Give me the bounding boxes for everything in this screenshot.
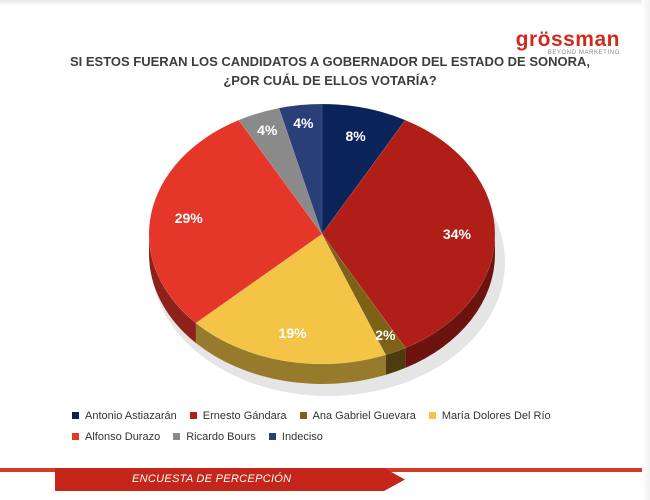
data-label-5: 4% — [257, 122, 278, 138]
legend-swatch — [72, 433, 79, 440]
pie-side-1 — [405, 234, 495, 368]
data-label-3: 19% — [279, 325, 308, 341]
legend-swatch — [189, 412, 197, 419]
pie-slice-0 — [321, 103, 406, 235]
pie-slice-2 — [321, 233, 406, 356]
data-label-1: 34% — [443, 226, 472, 242]
data-label-4: 29% — [175, 210, 204, 226]
pie-side-3 — [195, 322, 386, 385]
chart-title-line-1: SI ESTOS FUERAN LOS CANDIDATOS A GOBERNA… — [69, 54, 591, 69]
grossman-logo: grössman BEYOND MARKETING — [515, 28, 620, 57]
legend-item-4: Alfonso Durazo — [72, 431, 160, 443]
top-rule — [0, 0, 650, 6]
pie-side-2 — [385, 347, 406, 375]
chart-legend: Antonio Astiazarán Ernesto Gándara Ana Gab… — [72, 405, 632, 447]
legend-swatch — [299, 412, 307, 419]
data-label-2: 2% — [375, 327, 396, 343]
legend-label: Antonio Astiazarán — [85, 409, 177, 422]
legend-item-2: Ana Gabriel Guevara — [299, 409, 416, 422]
legend-item-3: María Dolores Del Río — [428, 409, 551, 422]
footer-banner: ENCUESTA DE PERCEPCIÓN — [55, 468, 405, 491]
legend-label: Ana Gabriel Guevara — [312, 409, 416, 422]
pie-slice-3 — [195, 233, 387, 365]
chart-title: SI ESTOS FUERAN LOS CANDIDATOS A GOBERNA… — [60, 52, 600, 90]
footer-label: ENCUESTA DE PERCEPCIÓN — [132, 473, 292, 485]
legend-label: Alfonso Durazo — [85, 430, 161, 443]
legend-row: Antonio Astiazarán Ernesto Gándara Ana Gab… — [72, 405, 632, 426]
legend-swatch — [428, 412, 436, 419]
legend-label: Indeciso — [281, 430, 323, 443]
pie-slice-6 — [278, 103, 323, 235]
data-label-0: 8% — [345, 128, 366, 144]
right-edge-shadow — [642, 0, 650, 500]
data-label-6: 4% — [293, 115, 314, 131]
chart-title-line-2: ¿POR CUÁL DE ELLOS VOTARÍA? — [223, 73, 437, 88]
legend-item-1: Ernesto Gándara — [189, 409, 287, 422]
legend-swatch — [173, 433, 181, 440]
legend-item-6: Indeciso — [268, 430, 323, 443]
legend-swatch — [72, 412, 79, 419]
legend-item-5: Ricardo Bours — [173, 431, 256, 443]
legend-label: María Dolores Del Río — [441, 409, 551, 422]
pie-slice-1 — [321, 119, 496, 349]
legend-item-0: Antonio Astiazarán — [72, 410, 177, 422]
pie-slice-5 — [238, 107, 323, 235]
legend-row: Alfonso Durazo Ricardo Bours Indeciso — [72, 426, 632, 447]
logo-tagline: BEYOND MARKETING — [547, 50, 620, 56]
pie-side-4 — [149, 234, 196, 343]
logo-wordmark: grössman — [515, 28, 620, 51]
legend-label: Ricardo Bours — [186, 430, 256, 443]
legend-label: Ernesto Gándara — [202, 409, 287, 422]
pie-slice-4 — [148, 119, 323, 324]
legend-swatch — [268, 433, 276, 440]
